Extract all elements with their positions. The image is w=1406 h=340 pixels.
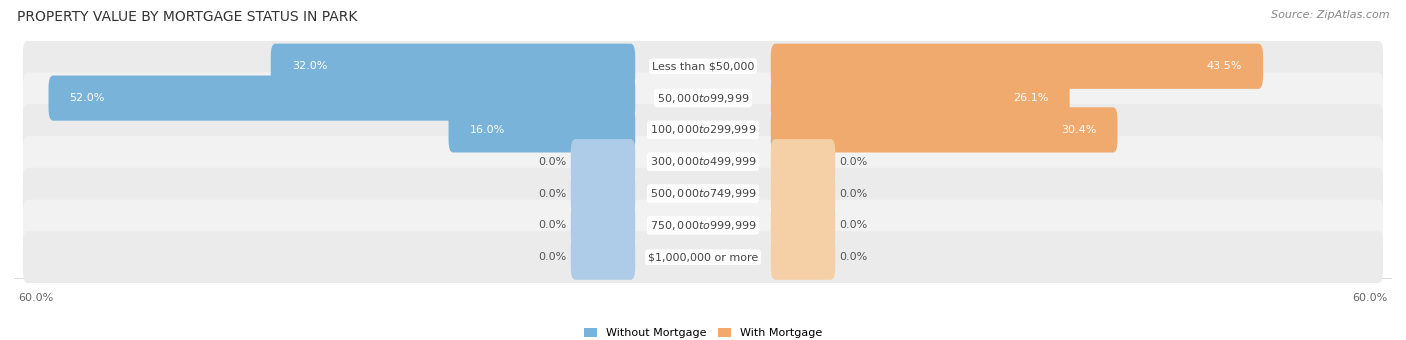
FancyBboxPatch shape [571,203,636,248]
FancyBboxPatch shape [571,171,636,216]
Text: 0.0%: 0.0% [839,252,868,262]
Text: 16.0%: 16.0% [470,125,505,135]
FancyBboxPatch shape [571,235,636,280]
Text: 0.0%: 0.0% [839,157,868,167]
Legend: Without Mortgage, With Mortgage: Without Mortgage, With Mortgage [583,328,823,338]
FancyBboxPatch shape [22,104,1384,156]
FancyBboxPatch shape [22,136,1384,187]
Text: 43.5%: 43.5% [1206,61,1241,71]
FancyBboxPatch shape [770,139,835,184]
FancyBboxPatch shape [22,168,1384,219]
FancyBboxPatch shape [449,107,636,152]
FancyBboxPatch shape [770,107,1118,152]
FancyBboxPatch shape [770,235,835,280]
Text: $50,000 to $99,999: $50,000 to $99,999 [657,91,749,105]
Text: $500,000 to $749,999: $500,000 to $749,999 [650,187,756,200]
FancyBboxPatch shape [571,139,636,184]
Text: 0.0%: 0.0% [538,157,567,167]
FancyBboxPatch shape [22,72,1384,124]
Text: 26.1%: 26.1% [1014,93,1049,103]
Text: 0.0%: 0.0% [839,189,868,199]
Text: PROPERTY VALUE BY MORTGAGE STATUS IN PARK: PROPERTY VALUE BY MORTGAGE STATUS IN PAR… [17,10,357,24]
Text: Less than $50,000: Less than $50,000 [652,61,754,71]
Text: $300,000 to $499,999: $300,000 to $499,999 [650,155,756,168]
FancyBboxPatch shape [770,75,1070,121]
FancyBboxPatch shape [770,203,835,248]
Text: $1,000,000 or more: $1,000,000 or more [648,252,758,262]
FancyBboxPatch shape [22,40,1384,92]
Text: 0.0%: 0.0% [839,220,868,231]
FancyBboxPatch shape [271,44,636,89]
FancyBboxPatch shape [22,200,1384,251]
Text: 0.0%: 0.0% [538,220,567,231]
Text: Source: ZipAtlas.com: Source: ZipAtlas.com [1271,10,1389,20]
FancyBboxPatch shape [22,232,1384,283]
FancyBboxPatch shape [770,44,1263,89]
Text: $100,000 to $299,999: $100,000 to $299,999 [650,123,756,136]
Text: 32.0%: 32.0% [292,61,328,71]
Text: 30.4%: 30.4% [1062,125,1097,135]
Text: $750,000 to $999,999: $750,000 to $999,999 [650,219,756,232]
FancyBboxPatch shape [770,171,835,216]
Text: 52.0%: 52.0% [70,93,105,103]
Text: 0.0%: 0.0% [538,189,567,199]
Text: 0.0%: 0.0% [538,252,567,262]
FancyBboxPatch shape [48,75,636,121]
